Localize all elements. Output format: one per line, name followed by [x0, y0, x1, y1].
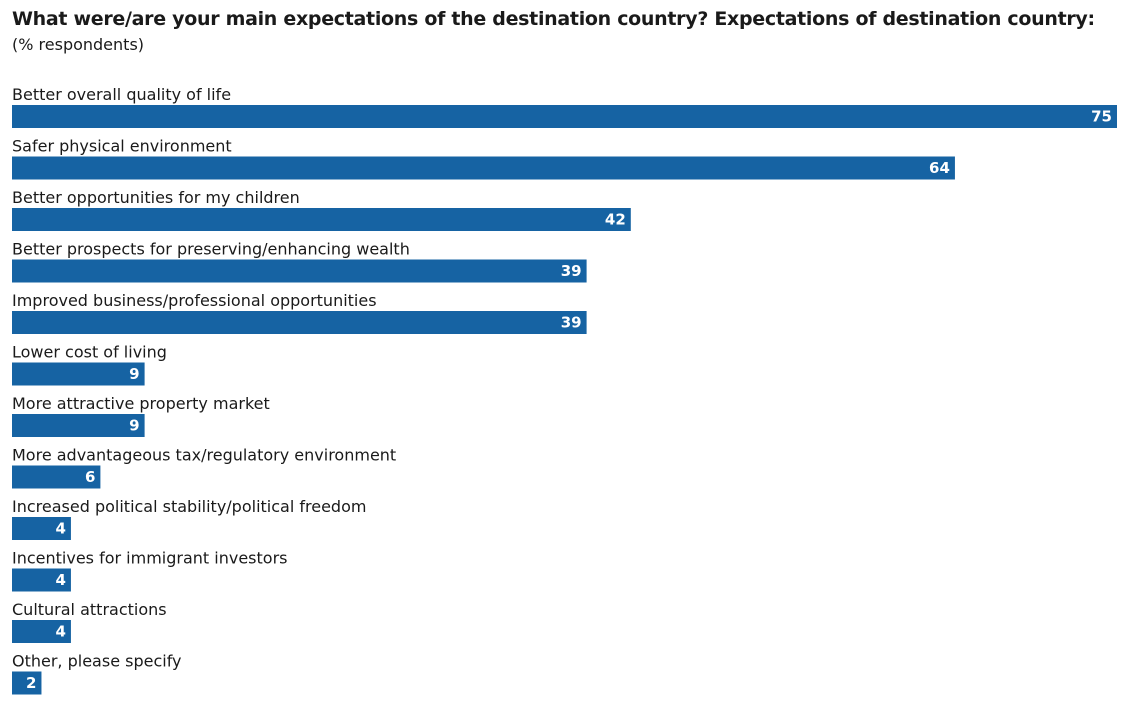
- bar-row: Other, please specify 2: [12, 652, 182, 695]
- bar: [12, 259, 587, 283]
- category-label: Better prospects for preserving/enhancin…: [12, 240, 410, 259]
- bar-row: More attractive property market 9: [12, 394, 270, 437]
- bar: [12, 105, 1117, 128]
- chart-title: What were/are your main expectations of …: [12, 8, 1095, 30]
- bar: [12, 208, 631, 231]
- category-label: More advantageous tax/regulatory environ…: [12, 446, 396, 465]
- bar-row: Cultural attractions 4: [12, 600, 167, 643]
- category-label: Incentives for immigrant investors: [12, 549, 288, 568]
- bar: [12, 156, 955, 180]
- value-label: 6: [85, 468, 95, 486]
- bar-row: Incentives for immigrant investors 4: [12, 549, 288, 592]
- bar: [12, 517, 71, 540]
- value-label: 64: [929, 159, 950, 177]
- bar-row: Increased political stability/political …: [12, 497, 366, 540]
- bar: [12, 568, 71, 592]
- value-label: 75: [1091, 108, 1112, 126]
- bar-row: Better opportunities for my children 42: [12, 188, 631, 231]
- bar: [12, 465, 101, 489]
- value-label: 4: [55, 520, 65, 538]
- bar-row: More advantageous tax/regulatory environ…: [12, 446, 396, 489]
- value-label: 4: [55, 571, 65, 589]
- category-label: Cultural attractions: [12, 600, 167, 619]
- value-label: 39: [561, 314, 582, 332]
- category-label: Better opportunities for my children: [12, 188, 300, 207]
- value-label: 9: [129, 365, 139, 383]
- chart-subtitle: (% respondents): [12, 35, 145, 54]
- category-label: More attractive property market: [12, 394, 270, 413]
- bars-layer: Better overall quality of life 75 Safer ph…: [12, 85, 1117, 695]
- bar: [12, 414, 145, 437]
- bar: [12, 671, 42, 695]
- category-label: Better overall quality of life: [12, 85, 231, 104]
- bar-row: Safer physical environment 64: [12, 137, 955, 180]
- bar-row: Improved business/professional opportuni…: [12, 291, 587, 334]
- value-label: 39: [561, 262, 582, 280]
- category-label: Improved business/professional opportuni…: [12, 291, 377, 310]
- value-label: 9: [129, 417, 139, 435]
- category-label: Increased political stability/political …: [12, 497, 366, 516]
- bar: [12, 362, 145, 386]
- value-label: 2: [26, 674, 36, 692]
- bar-row: Better overall quality of life 75: [12, 85, 1117, 128]
- bar: [12, 311, 587, 334]
- bar: [12, 620, 71, 643]
- category-label: Safer physical environment: [12, 137, 232, 156]
- bar-row: Lower cost of living 9: [12, 343, 167, 386]
- category-label: Lower cost of living: [12, 343, 167, 362]
- bar-row: Better prospects for preserving/enhancin…: [12, 240, 587, 283]
- value-label: 4: [55, 623, 65, 641]
- category-label: Other, please specify: [12, 652, 182, 671]
- value-label: 42: [605, 211, 626, 229]
